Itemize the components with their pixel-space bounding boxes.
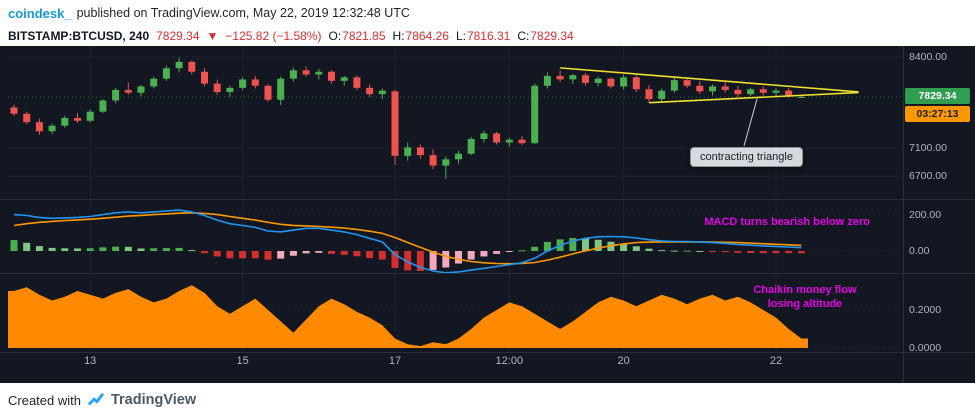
cmf-annotation-line2: losing altitude bbox=[767, 298, 843, 311]
svg-text:20: 20 bbox=[617, 355, 629, 367]
svg-text:15: 15 bbox=[236, 355, 248, 367]
cmf-annotation-text: Chaikin money flow losing altitude bbox=[742, 283, 868, 312]
high-value: H: 7864.26 bbox=[393, 29, 449, 43]
svg-text:12:00: 12:00 bbox=[496, 355, 524, 367]
trendlines bbox=[560, 67, 859, 104]
symbol-info-bar: BITSTAMP:BTCUSD, 240 7829.34 ▼ −125.82 (… bbox=[0, 26, 975, 46]
svg-text:17: 17 bbox=[389, 355, 401, 367]
publish-info: published on TradingView.com, May 22, 20… bbox=[76, 6, 410, 20]
last-price-value: 7829.34 bbox=[156, 29, 200, 43]
candlestick-series bbox=[10, 57, 805, 179]
author-name[interactable]: coindesk_ bbox=[8, 5, 72, 21]
svg-text:22: 22 bbox=[770, 355, 782, 367]
triangle-annotation-callout[interactable]: contracting triangle bbox=[690, 147, 803, 167]
price-change: −125.82 (−1.58%) bbox=[225, 29, 322, 43]
time-axis-labels: 13 15 17 12:00 20 22 bbox=[84, 355, 782, 367]
low-value: L: 7816.31 bbox=[456, 29, 510, 43]
price-down-arrow-icon: ▼ bbox=[206, 29, 219, 43]
open-number: 7821.85 bbox=[342, 29, 386, 43]
callout-pointer bbox=[743, 98, 758, 147]
symbol-name[interactable]: BITSTAMP:BTCUSD, 240 bbox=[8, 29, 150, 43]
cmf-area-series bbox=[8, 285, 808, 348]
svg-text:13: 13 bbox=[84, 355, 96, 367]
high-number: 7864.26 bbox=[405, 29, 449, 43]
macd-annotation-text: MACD turns bearish below zero bbox=[704, 216, 870, 228]
created-with-text: Created with bbox=[8, 392, 81, 408]
close-label: C: bbox=[517, 29, 530, 43]
open-value: O: 7821.85 bbox=[328, 29, 385, 43]
close-number: 7829.34 bbox=[530, 29, 574, 43]
last-price-badge: 7829.34 bbox=[905, 88, 970, 104]
open-label: O: bbox=[328, 29, 342, 43]
tradingview-logo-icon[interactable] bbox=[87, 391, 105, 409]
low-label: L: bbox=[455, 29, 466, 43]
low-number: 7816.31 bbox=[466, 29, 511, 43]
macd-line bbox=[13, 209, 802, 274]
cmf-annotation-line1: Chaikin money flow bbox=[753, 284, 857, 296]
bar-countdown-badge: 03:27:13 bbox=[905, 106, 970, 122]
chart-svg: 13 15 17 12:00 20 22 bbox=[0, 46, 975, 383]
footer: Created with TradingView bbox=[0, 383, 975, 417]
panel-separators bbox=[0, 46, 975, 383]
high-label: H: bbox=[392, 29, 405, 43]
close-value: C: 7829.34 bbox=[517, 29, 573, 43]
tradingview-wordmark[interactable]: TradingView bbox=[110, 392, 197, 408]
publish-header: coindesk_ published on TradingView.com, … bbox=[0, 0, 975, 26]
chart-canvas[interactable]: 13 15 17 12:00 20 22 8400.00 7100.00 6700.00 … bbox=[0, 46, 975, 383]
